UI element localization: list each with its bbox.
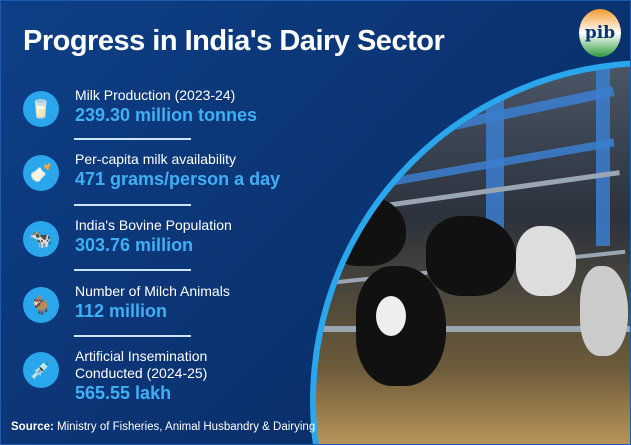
- source-text: Ministry of Fisheries, Animal Husbandry …: [53, 421, 316, 433]
- dairy-barn-photo: [316, 66, 630, 444]
- milk-bottle-glass-icon: 🍼: [23, 155, 59, 191]
- stat-value: 112 million: [75, 301, 168, 321]
- divider: [74, 335, 191, 337]
- stat-label: Artificial Insemination: [75, 348, 208, 364]
- stat-value: 471 grams/person a day: [75, 169, 281, 189]
- stat-per-capita: 🍼 Per-capita milk availability 471 grams/…: [23, 151, 280, 191]
- page-title: Progress in India's Dairy Sector: [23, 25, 445, 57]
- stat-value: 303.76 million: [75, 235, 194, 255]
- divider: [74, 269, 191, 271]
- stat-bovine-population: 🐄 India's Bovine Population 303.76 millio…: [23, 217, 232, 257]
- stat-label-line2: Conducted (2024-25): [75, 365, 208, 381]
- divider: [74, 138, 191, 140]
- photo-border: [310, 60, 630, 444]
- source-note: Source: Ministry of Fisheries, Animal Hu…: [11, 421, 315, 433]
- stat-milch-animals: 🐐 Number of Milch Animals 112 million: [23, 283, 230, 323]
- syringe-icon: 💉: [23, 352, 59, 388]
- stat-label: India's Bovine Population: [75, 217, 232, 233]
- milk-bottles-icon: 🥛: [23, 91, 59, 127]
- stat-artificial-insemination: 💉 Artificial Insemination Conducted (2024…: [23, 348, 207, 405]
- stat-value: 239.30 million tonnes: [75, 105, 258, 125]
- milch-animals-icon: 🐐: [23, 287, 59, 323]
- divider: [74, 204, 191, 206]
- pib-logo: pib: [579, 9, 621, 57]
- stat-label: Number of Milch Animals: [75, 283, 230, 299]
- stat-milk-production: 🥛 Milk Production (2023-24) 239.30 millio…: [23, 87, 257, 127]
- cow-icon: 🐄: [23, 221, 59, 257]
- stat-value: 565.55 lakh: [75, 383, 172, 403]
- logo-text: pib: [584, 23, 616, 43]
- source-prefix: Source:: [11, 421, 54, 433]
- stat-label: Per-capita milk availability: [75, 151, 237, 167]
- stat-label: Milk Production (2023-24): [75, 87, 236, 103]
